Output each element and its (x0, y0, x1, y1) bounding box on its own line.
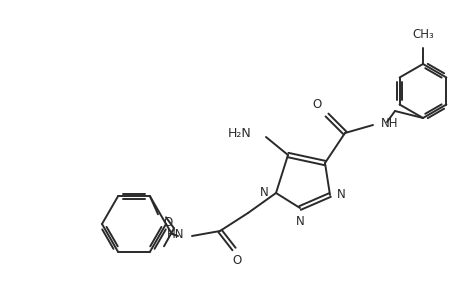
Text: CH₃: CH₃ (411, 28, 433, 41)
Text: N: N (260, 187, 269, 200)
Text: O: O (312, 98, 321, 111)
Text: H₂N: H₂N (228, 127, 252, 140)
Text: O: O (162, 216, 172, 229)
Text: HN: HN (166, 229, 184, 242)
Text: N: N (295, 215, 304, 228)
Text: N: N (336, 188, 345, 202)
Text: NH: NH (380, 116, 397, 130)
Text: O: O (232, 254, 241, 267)
